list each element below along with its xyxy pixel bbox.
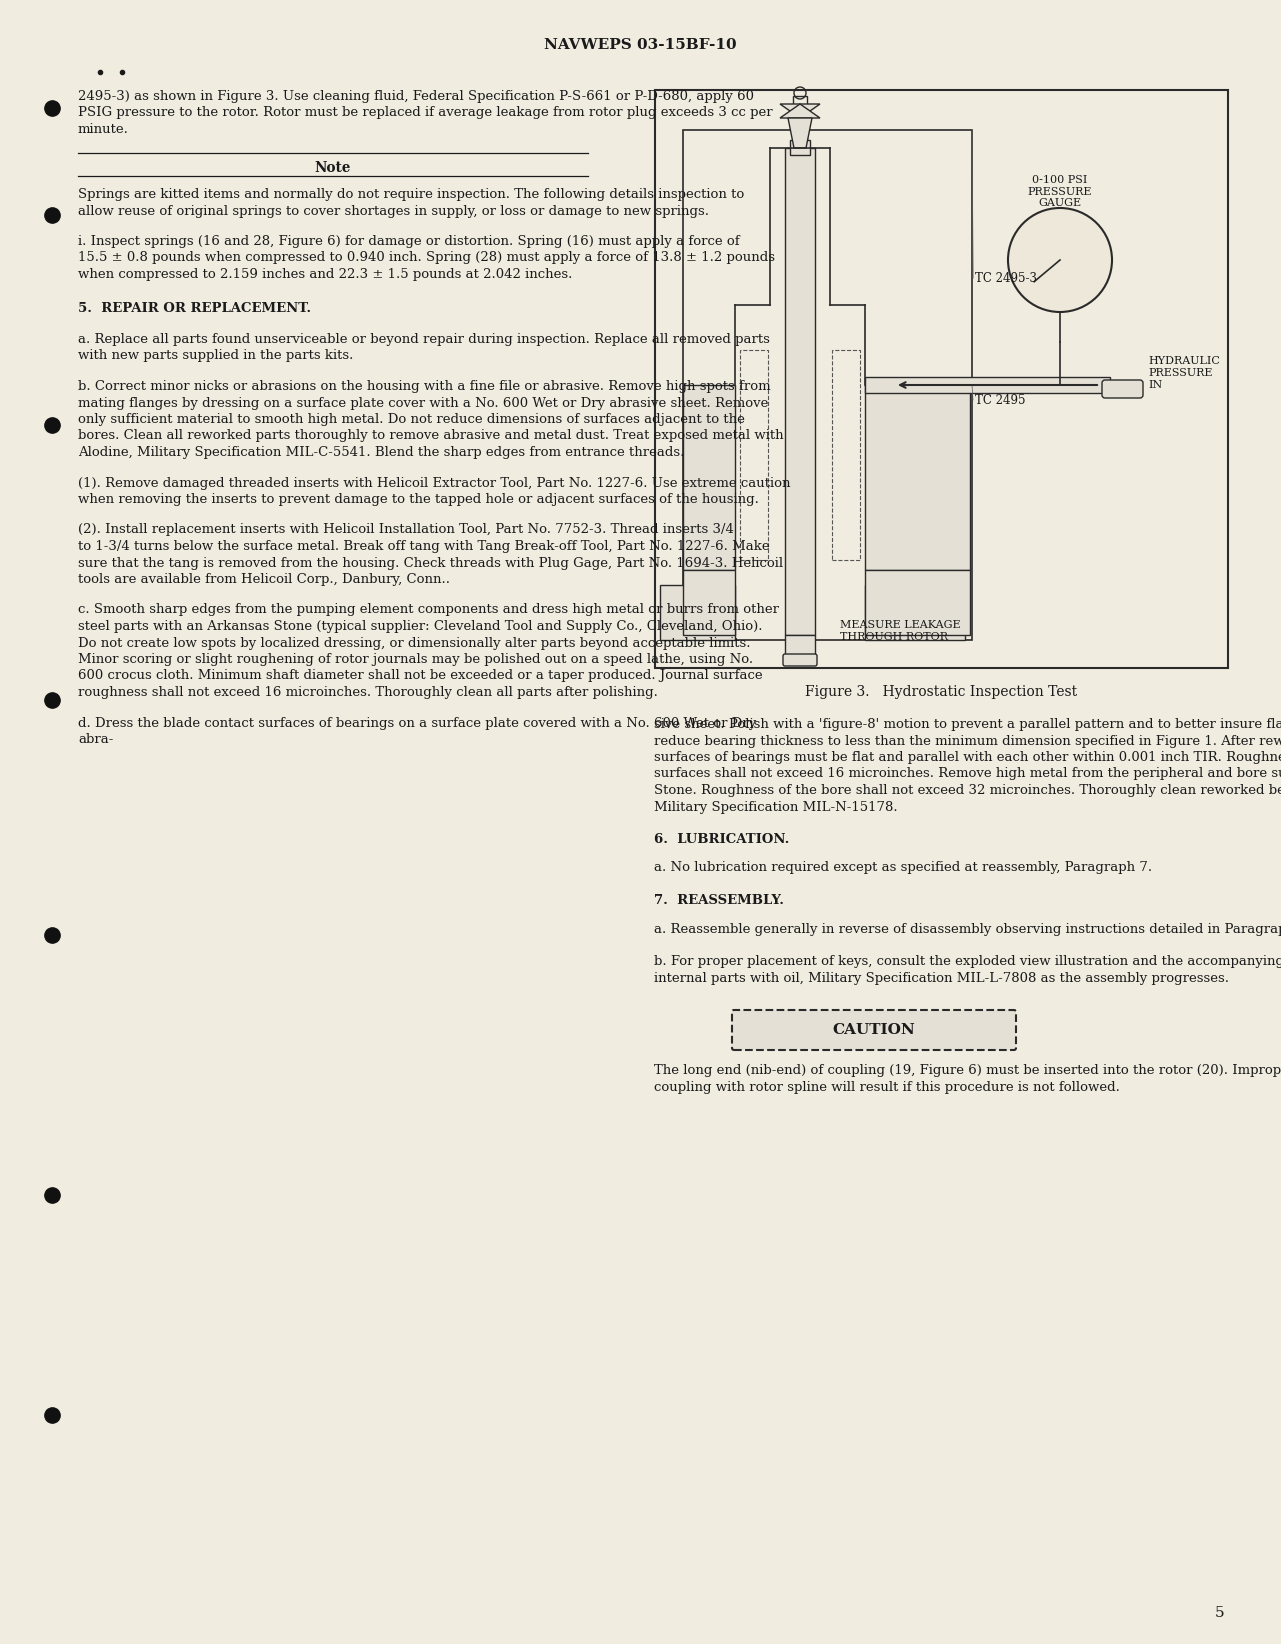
Text: reduce bearing thickness to less than the minimum dimension specified in Figure : reduce bearing thickness to less than th…	[655, 735, 1281, 748]
Text: tools are available from Helicoil Corp., Danbury, Conn..: tools are available from Helicoil Corp.,…	[78, 574, 450, 585]
Text: PSIG pressure to the rotor. Rotor must be replaced if average leakage from rotor: PSIG pressure to the rotor. Rotor must b…	[78, 107, 772, 120]
Text: 600 crocus cloth. Minimum shaft diameter shall not be exceeded or a taper produc: 600 crocus cloth. Minimum shaft diameter…	[78, 669, 762, 682]
Text: sure that the tang is removed from the housing. Check threads with Plug Gage, Pa: sure that the tang is removed from the h…	[78, 557, 783, 569]
Text: 2495-3) as shown in Figure 3. Use cleaning fluid, Federal Specification P-S-661 : 2495-3) as shown in Figure 3. Use cleani…	[78, 90, 755, 104]
Text: The long end (nib-end) of coupling (19, Figure 6) must be inserted into the roto: The long end (nib-end) of coupling (19, …	[655, 1064, 1281, 1077]
Text: to 1-3/4 turns below the surface metal. Break off tang with Tang Break-off Tool,: to 1-3/4 turns below the surface metal. …	[78, 539, 770, 552]
Text: only sufficient material to smooth high metal. Do not reduce dimensions of surfa: only sufficient material to smooth high …	[78, 413, 744, 426]
Text: when removing the inserts to prevent damage to the tapped hole or adjacent surfa: when removing the inserts to prevent dam…	[78, 493, 758, 506]
Text: bores. Clean all reworked parts thoroughly to remove abrasive and metal dust. Tr: bores. Clean all reworked parts thorough…	[78, 429, 784, 442]
Text: surfaces shall not exceed 16 microinches. Remove high metal from the peripheral : surfaces shall not exceed 16 microinches…	[655, 768, 1281, 781]
FancyBboxPatch shape	[783, 654, 817, 666]
Text: 6.  LUBRICATION.: 6. LUBRICATION.	[655, 834, 789, 847]
Text: Minor scoring or slight roughening of rotor journals may be polished out on a sp: Minor scoring or slight roughening of ro…	[78, 653, 753, 666]
Text: Do not create low spots by localized dressing, or dimensionally alter parts beyo: Do not create low spots by localized dre…	[78, 636, 751, 649]
Text: internal parts with oil, Military Specification MIL-L-7808 as the assembly progr: internal parts with oil, Military Specif…	[655, 972, 1228, 985]
Bar	[683, 130, 972, 640]
Text: TC 2495-3: TC 2495-3	[975, 271, 1038, 284]
Polygon shape	[780, 104, 820, 118]
Text: steel parts with an Arkansas Stone (typical supplier: Cleveland Tool and Supply : steel parts with an Arkansas Stone (typi…	[78, 620, 762, 633]
Bar	[785, 148, 815, 635]
Bar	[660, 585, 735, 640]
Bar	[785, 635, 815, 658]
Text: a. Replace all parts found unserviceable or beyond repair during inspection. Rep: a. Replace all parts found unserviceable…	[78, 334, 770, 345]
Bar	[740, 350, 769, 561]
Bar	[655, 90, 1228, 667]
Polygon shape	[780, 104, 820, 118]
Text: CAUTION: CAUTION	[833, 1023, 916, 1037]
FancyBboxPatch shape	[1102, 380, 1143, 398]
Bar	[865, 385, 970, 570]
Bar	[793, 95, 807, 140]
Text: 0-100 PSI
PRESSURE
GAUGE: 0-100 PSI PRESSURE GAUGE	[1027, 174, 1093, 209]
Text: i. Inspect springs (16 and 28, Figure 6) for damage or distortion. Spring (16) m: i. Inspect springs (16 and 28, Figure 6)…	[78, 235, 739, 248]
Text: surfaces of bearings must be flat and parallel with each other within 0.001 inch: surfaces of bearings must be flat and pa…	[655, 751, 1281, 764]
Bar	[865, 585, 965, 640]
Bar	[865, 376, 1111, 393]
Text: (1). Remove damaged threaded inserts with Helicoil Extractor Tool, Part No. 1227: (1). Remove damaged threaded inserts wit…	[78, 477, 790, 490]
Text: roughness shall not exceed 16 microinches. Thoroughly clean all parts after poli: roughness shall not exceed 16 microinche…	[78, 686, 658, 699]
Text: 7.  REASSEMBLY.: 7. REASSEMBLY.	[655, 894, 784, 907]
Text: (2). Install replacement inserts with Helicoil Installation Tool, Part No. 7752-: (2). Install replacement inserts with He…	[78, 523, 734, 536]
Text: sive sheet. Polish with a 'figure-8' motion to prevent a parallel pattern and to: sive sheet. Polish with a 'figure-8' mot…	[655, 718, 1281, 732]
Text: a. No lubrication required except as specified at reassembly, Paragraph 7.: a. No lubrication required except as spe…	[655, 861, 1152, 875]
Bar	[683, 570, 735, 635]
FancyBboxPatch shape	[731, 1009, 1016, 1051]
Text: coupling with rotor spline will result if this procedure is not followed.: coupling with rotor spline will result i…	[655, 1080, 1120, 1093]
Text: b. Correct minor nicks or abrasions on the housing with a fine file or abrasive.: b. Correct minor nicks or abrasions on t…	[78, 380, 771, 393]
Bar	[683, 385, 735, 570]
Text: minute.: minute.	[78, 123, 129, 136]
Circle shape	[1008, 209, 1112, 312]
Bar	[865, 570, 970, 635]
Text: Figure 3.   Hydrostatic Inspection Test: Figure 3. Hydrostatic Inspection Test	[806, 686, 1077, 699]
Text: allow reuse of original springs to cover shortages in supply, or loss or damage : allow reuse of original springs to cover…	[78, 204, 708, 217]
Bar	[831, 350, 860, 561]
Text: mating flanges by dressing on a surface plate cover with a No. 600 Wet or Dry ab: mating flanges by dressing on a surface …	[78, 396, 769, 409]
Text: d. Dress the blade contact surfaces of bearings on a surface plate covered with : d. Dress the blade contact surfaces of b…	[78, 717, 756, 730]
Text: 5: 5	[1216, 1606, 1225, 1619]
Text: 15.5 ± 0.8 pounds when compressed to 0.940 inch. Spring (28) must apply a force : 15.5 ± 0.8 pounds when compressed to 0.9…	[78, 252, 775, 265]
Text: Military Specification MIL-N-15178.: Military Specification MIL-N-15178.	[655, 801, 898, 814]
Bar	[790, 140, 810, 155]
Text: Stone. Roughness of the bore shall not exceed 32 microinches. Thoroughly clean r: Stone. Roughness of the bore shall not e…	[655, 784, 1281, 797]
Text: TC 2495: TC 2495	[975, 393, 1026, 406]
Text: NAVWEPS 03-15BF-10: NAVWEPS 03-15BF-10	[543, 38, 737, 53]
Text: when compressed to 2.159 inches and 22.3 ± 1.5 pounds at 2.042 inches.: when compressed to 2.159 inches and 22.3…	[78, 268, 573, 281]
Text: 5.  REPAIR OR REPLACEMENT.: 5. REPAIR OR REPLACEMENT.	[78, 302, 311, 316]
Text: Springs are kitted items and normally do not require inspection. The following d: Springs are kitted items and normally do…	[78, 187, 744, 201]
Text: c. Smooth sharp edges from the pumping element components and dress high metal o: c. Smooth sharp edges from the pumping e…	[78, 603, 779, 616]
Text: with new parts supplied in the parts kits.: with new parts supplied in the parts kit…	[78, 350, 354, 362]
Text: HYDRAULIC
PRESSURE
IN: HYDRAULIC PRESSURE IN	[1148, 357, 1220, 390]
Polygon shape	[788, 118, 812, 148]
Text: Alodine, Military Specification MIL-C-5541. Blend the sharp edges from entrance : Alodine, Military Specification MIL-C-55…	[78, 446, 684, 459]
Text: b. For proper placement of keys, consult the exploded view illustration and the : b. For proper placement of keys, consult…	[655, 955, 1281, 968]
Text: a. Reassemble generally in reverse of disassembly observing instructions detaile: a. Reassemble generally in reverse of di…	[655, 922, 1281, 935]
Text: Note: Note	[315, 161, 351, 176]
Text: MEASURE LEAKAGE
THROUGH ROTOR: MEASURE LEAKAGE THROUGH ROTOR	[840, 620, 961, 641]
Text: abra-: abra-	[78, 733, 114, 746]
